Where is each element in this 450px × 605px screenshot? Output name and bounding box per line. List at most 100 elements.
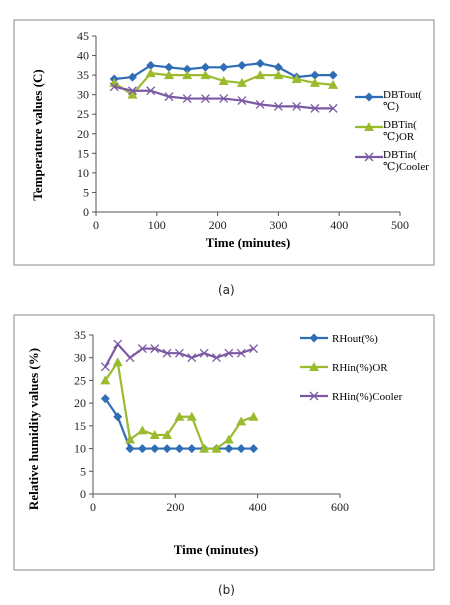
chart-b-series-2-point xyxy=(174,411,185,421)
chart-b-series-1-point xyxy=(162,444,172,454)
chart-b-series-2-point xyxy=(100,375,111,385)
chart-a-series-2-point xyxy=(182,70,193,80)
chart-b-series-1-point xyxy=(249,444,259,454)
chart-b-series-2-point xyxy=(137,425,148,435)
chart-b-series-2-point xyxy=(112,357,123,367)
chart-a-series-1-point xyxy=(164,62,174,72)
chart-b-series-3-point xyxy=(249,344,259,354)
chart-a-series-2-point xyxy=(200,70,211,80)
chart-a-xlabel: Time (minutes) xyxy=(206,235,291,250)
chart-a-series-1-point xyxy=(182,64,192,74)
chart-b-series-2-point xyxy=(199,443,210,453)
chart-a-series-1-point xyxy=(273,62,283,72)
chart-a-series-3-point xyxy=(237,96,247,105)
chart-b-series-2-point xyxy=(236,416,247,426)
chart-a-series-3-point xyxy=(200,94,210,104)
chart-b-series-3-point xyxy=(187,353,197,363)
chart-b-series-3-point xyxy=(100,362,110,372)
chart-a-ylabel: Temperature values (C) xyxy=(30,69,45,200)
chart-b-series-3-point xyxy=(150,344,160,354)
chart-a-series-1-point xyxy=(219,62,229,72)
chart-a-x-tick-label: 500 xyxy=(391,218,409,232)
chart-a-series-2-point xyxy=(127,89,138,99)
chart-b-series-1-point xyxy=(224,444,234,454)
chart-b-series-1-point xyxy=(125,444,135,454)
chart-a-x-tick-label: 400 xyxy=(330,218,348,232)
chart-b-legend-label-2: RHin(%)OR xyxy=(332,362,388,374)
chart-a-series-3-point xyxy=(128,86,137,96)
chart-a-series-1-point xyxy=(255,58,265,68)
chart-a-legend-marker-1 xyxy=(364,92,374,102)
chart-b-legend-label-1: RHout(%) xyxy=(332,333,378,345)
chart-b-y-tick-label: 20 xyxy=(74,396,86,410)
chart-b-series-2-point xyxy=(149,429,160,439)
chart-a-series-3-point xyxy=(328,103,338,113)
chart-a-y-tick-label: 15 xyxy=(77,146,89,160)
chart-b-y-tick-label: 0 xyxy=(80,487,86,501)
chart-a-x-tick-label: 200 xyxy=(209,218,227,232)
chart-a-series-2-point xyxy=(163,70,174,80)
chart-b-x-tick-label: 600 xyxy=(331,500,349,514)
chart-a-series-1-point xyxy=(127,72,137,82)
chart-b-legend-marker-3 xyxy=(309,391,319,401)
chart-a-y-tick-label: 20 xyxy=(77,127,89,141)
chart-a-series-2-point xyxy=(291,74,302,84)
chart-a-y-tick-label: 10 xyxy=(77,166,89,180)
chart-b-y-tick-label: 15 xyxy=(74,419,86,433)
chart-a-series-2-point xyxy=(328,79,339,89)
chart-b-series-3-point xyxy=(125,353,135,363)
chart-b-series-3-point xyxy=(174,348,184,358)
chart-a-legend-label-3: DBTin(℃)Cooler xyxy=(383,149,429,173)
chart-a-series-3-point xyxy=(219,94,229,104)
chart-b-series-1-point xyxy=(113,412,123,422)
chart-a-legend-label-1: DBTout(℃) xyxy=(383,89,422,113)
chart-b: Relative humidity values (%) Time (minut… xyxy=(13,314,435,571)
chart-b-series-3-point xyxy=(199,348,209,358)
chart-b-panel: Relative humidity values (%) Time (minut… xyxy=(0,310,450,580)
chart-a-y-tick-label: 45 xyxy=(77,29,89,43)
chart-b-series-2-point xyxy=(248,411,259,421)
chart-b-legend-marker-2 xyxy=(309,362,319,371)
chart-a-series-3-point xyxy=(109,82,119,92)
chart-a-series-2-point xyxy=(309,77,320,87)
chart-b-y-tick-label: 10 xyxy=(74,442,86,456)
chart-b-y-tick-label: 30 xyxy=(74,351,86,365)
chart-a-series-1-point xyxy=(328,70,338,80)
chart-b-series-2-point xyxy=(186,411,197,421)
chart-b-series-3-point xyxy=(224,348,234,358)
chart-b-series-1-point xyxy=(236,444,246,454)
caption-b: (b) xyxy=(218,583,235,597)
chart-a-series-2-point xyxy=(218,75,229,85)
chart-a-legend-label-2: DBTin(℃)OR xyxy=(383,119,417,143)
chart-a-x-tick-label: 300 xyxy=(269,218,287,232)
chart-a-series-2-point xyxy=(145,68,156,78)
chart-a-series-1-point xyxy=(200,62,210,72)
chart-a-series-2-point xyxy=(236,77,247,87)
chart-b-series-3-point xyxy=(162,348,172,358)
chart-a: Temperature values (C) Time (minutes) 0 5… xyxy=(13,19,435,266)
chart-b-series-1-point xyxy=(150,444,160,454)
chart-a-series-3-point xyxy=(182,94,192,104)
chart-a-y-tick-label: 40 xyxy=(77,49,89,63)
chart-a-series-2-point xyxy=(273,70,284,80)
chart-b-x-tick-label: 400 xyxy=(249,500,267,514)
chart-a-series-3-point xyxy=(310,103,320,113)
chart-b-y-tick-label: 25 xyxy=(74,373,86,387)
chart-b-series-1-point xyxy=(174,444,184,454)
chart-b-xlabel: Time (minutes) xyxy=(174,542,259,557)
chart-b-series-3-point xyxy=(113,339,123,349)
chart-b-series-1-point xyxy=(187,444,197,454)
chart-b-series-1-point xyxy=(137,444,147,454)
chart-b-legend-label-3: RHin(%)Cooler xyxy=(332,391,403,403)
chart-a-series-3-point xyxy=(255,99,265,109)
chart-a-series-3-point xyxy=(146,86,156,96)
chart-a-frame xyxy=(13,19,435,266)
chart-b-series-3-point xyxy=(212,353,221,363)
chart-b-series-2-point xyxy=(211,443,222,453)
chart-a-series-1-point xyxy=(237,60,247,70)
chart-a-x-tick-label: 0 xyxy=(93,218,99,232)
chart-a-y-tick-label: 25 xyxy=(77,107,89,121)
chart-b-x-tick-label: 200 xyxy=(166,500,184,514)
chart-a-x-tick-label: 100 xyxy=(148,218,166,232)
chart-b-legend-marker-1 xyxy=(309,333,319,343)
